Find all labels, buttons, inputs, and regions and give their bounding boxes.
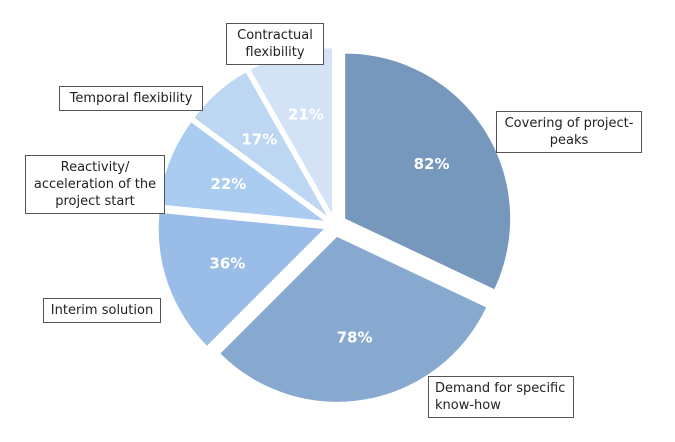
callout-label: Demand for specific know-how	[435, 381, 566, 413]
pie-slice-contractual-flexibility	[250, 48, 332, 214]
callout-label: Temporal flexibility	[69, 91, 193, 106]
pie-slice-reactivity	[159, 122, 324, 221]
pie-slice-covering-project-peaks	[345, 53, 511, 290]
pie-value-labels: 82% 78% 36% 22% 17% 21%	[209, 105, 449, 346]
callout-contractual-flexibility: Contractual flexibility	[226, 23, 324, 65]
value-label-temporal-flexibility: 17%	[241, 130, 277, 148]
callout-interim-solution: Interim solution	[43, 298, 161, 323]
pie-slice-demand-specific-know-how	[220, 236, 487, 402]
callout-demand-specific-know-how: Demand for specific know-how	[428, 376, 574, 418]
value-label-demand-specific-know-how: 78%	[337, 329, 373, 347]
callout-temporal-flexibility: Temporal flexibility	[59, 86, 203, 111]
pie-slice-interim-solution	[158, 212, 324, 346]
callout-covering-project-peaks: Covering of project-peaks	[496, 111, 642, 153]
pie-slices	[158, 48, 511, 402]
callout-label: Covering of project-peaks	[504, 116, 634, 148]
callout-reactivity: Reactivity/ acceleration of the project …	[25, 155, 165, 214]
callout-label: Reactivity/ acceleration of the project …	[33, 160, 157, 209]
value-label-covering-project-peaks: 82%	[414, 155, 450, 173]
value-label-contractual-flexibility: 21%	[288, 105, 324, 123]
value-label-reactivity: 22%	[210, 175, 246, 193]
callout-label: Interim solution	[50, 303, 154, 318]
callout-label: Contractual flexibility	[237, 28, 313, 60]
pie-slice-temporal-flexibility	[194, 72, 328, 217]
value-label-interim-solution: 36%	[209, 255, 245, 273]
